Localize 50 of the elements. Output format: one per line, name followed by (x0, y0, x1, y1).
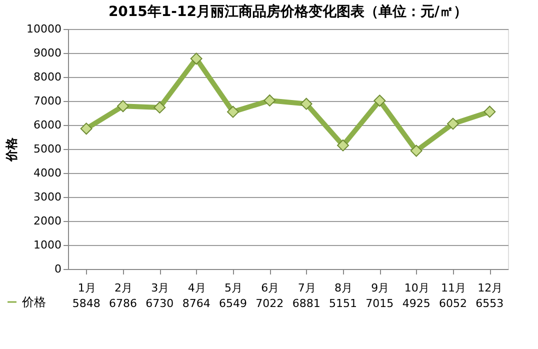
x-tick-label: 7月 (298, 282, 316, 294)
point (117, 100, 129, 112)
data-label: 4925 (402, 297, 430, 310)
data-label: 6553 (476, 297, 504, 310)
y-tick-label: 4000 (34, 166, 62, 180)
data-label: 8764 (182, 297, 210, 310)
y-tick-label: 3000 (34, 190, 62, 204)
point (264, 94, 276, 106)
x-tick-label: 2月 (114, 282, 132, 294)
point (154, 102, 166, 114)
point (337, 139, 349, 152)
y-tick-label: 8000 (34, 70, 62, 84)
y-tick-label: 5000 (34, 142, 62, 156)
data-label: 6052 (439, 297, 467, 310)
legend-label: 价格 (21, 295, 46, 309)
point (227, 106, 239, 118)
x-tick-label: 12月 (478, 282, 503, 294)
x-tick-label: 11月 (441, 282, 466, 294)
data-label: 7022 (256, 297, 284, 310)
data-label: 6786 (109, 297, 137, 310)
x-tick-label: 8月 (334, 282, 352, 294)
chart-title: 2015年1-12月丽江商品房价格变化图表（单位：元/㎡） (108, 3, 468, 20)
x-tick-label: 5月 (224, 282, 242, 294)
y-tick-label: 10000 (26, 22, 62, 36)
y-tick-label: 6000 (34, 118, 62, 132)
data-label: 5151 (329, 297, 357, 310)
data-label: 6549 (219, 297, 247, 310)
point (300, 98, 312, 110)
data-label: 7015 (366, 297, 394, 310)
x-tick-label: 1月 (78, 282, 96, 294)
y-tick-label: 0 (54, 262, 62, 276)
point (374, 94, 386, 107)
data-label: 6881 (292, 297, 320, 310)
y-tick-label: 1000 (34, 238, 62, 252)
data-label: 5848 (72, 297, 100, 310)
x-tick-label: 10月 (404, 282, 430, 294)
y-tick-label: 2000 (34, 214, 62, 228)
point (80, 122, 92, 135)
y-tick-label: 9000 (34, 46, 62, 60)
point (190, 52, 202, 65)
y-axis-title: 价格 (4, 136, 19, 162)
x-tick-label: 4月 (188, 282, 206, 294)
x-tick-label: 3月 (151, 282, 170, 294)
y-tick-label: 7000 (34, 94, 62, 108)
point (447, 118, 459, 130)
point (410, 144, 422, 157)
x-tick-label: 6月 (261, 282, 280, 294)
data-label: 6730 (146, 297, 174, 310)
x-tick-label: 9月 (371, 282, 390, 294)
point (484, 106, 496, 118)
